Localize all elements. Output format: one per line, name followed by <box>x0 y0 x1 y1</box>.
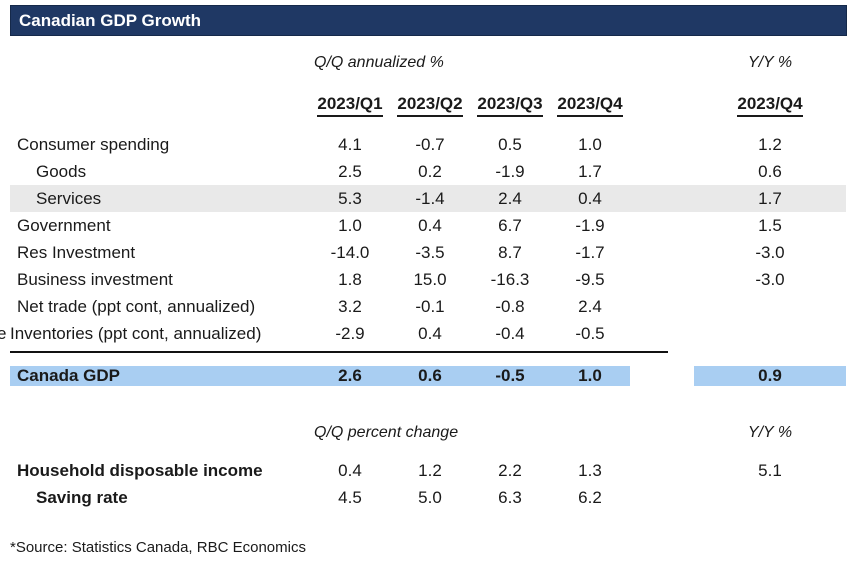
table-row-res-investment: Res Investment -14.0 -3.5 8.7 -1.7 -3.0 <box>10 239 846 266</box>
cell: -3.5 <box>415 242 445 262</box>
cell-yy: 0.9 <box>694 366 846 386</box>
row-label: Net trade (ppt cont, annualized) <box>17 296 256 316</box>
group-header-yy: Y/Y % <box>747 54 793 71</box>
source-note: *Source: Statistics Canada, RBC Economic… <box>10 539 306 556</box>
cell: -1.9 <box>575 215 605 235</box>
cell: -9.5 <box>575 269 605 289</box>
cell: 2.5 <box>338 161 362 181</box>
cell: 4.5 <box>338 487 362 507</box>
row-label: e Inventories (ppt cont, annualized) <box>0 324 310 344</box>
table-row-services: Services 5.3 -1.4 2.4 0.4 1.7 <box>10 185 846 212</box>
table-row-business-investment: Business investment 1.8 15.0 -16.3 -9.5 … <box>10 266 846 293</box>
cell: 6.7 <box>498 215 522 235</box>
table-row-canada-gdp-total: Canada GDP 2.6 0.6 -0.5 1.0 0.9 <box>10 353 846 399</box>
table-row-government: Government 1.0 0.4 6.7 -1.9 1.5 <box>10 212 846 239</box>
table-body: Consumer spending 4.1 -0.7 0.5 1.0 1.2 G… <box>0 131 865 347</box>
cell: 0.5 <box>498 134 522 154</box>
cell: 0.4 <box>338 460 362 480</box>
table-row-household-disposable-income: Household disposable income 0.4 1.2 2.2 … <box>10 457 846 484</box>
cell: 1.8 <box>338 269 362 289</box>
group-header-row-2: Q/Q percent change Y/Y % <box>10 423 846 443</box>
cell: 8.7 <box>498 242 522 262</box>
table-body-2: Household disposable income 0.4 1.2 2.2 … <box>10 457 865 511</box>
row-label: Household disposable income <box>17 460 263 480</box>
cell: -16.3 <box>490 269 530 289</box>
cell-yy: -3.0 <box>755 242 785 262</box>
cell: 1.0 <box>550 366 630 386</box>
cell: -1.4 <box>415 188 445 208</box>
cell: 1.2 <box>418 460 442 480</box>
cell: 1.7 <box>578 161 602 181</box>
group-header-yy-2: Y/Y % <box>747 424 793 441</box>
cell: 6.3 <box>498 487 522 507</box>
column-header-row: 2023/Q1 2023/Q2 2023/Q3 2023/Q4 2023/Q4 <box>10 91 846 117</box>
cell: 5.3 <box>338 188 362 208</box>
group-header-qq-annualized: Q/Q annualized % <box>314 54 444 71</box>
cell-yy: 1.2 <box>758 134 782 154</box>
cell: 0.2 <box>418 161 442 181</box>
cell: -0.5 <box>575 323 605 343</box>
table-row-inventories: e Inventories (ppt cont, annualized) -2.… <box>0 320 846 347</box>
cell: 5.0 <box>418 487 442 507</box>
column-header-q1: 2023/Q1 <box>310 94 390 117</box>
cell: 0.6 <box>390 366 470 386</box>
cell: 0.4 <box>418 323 442 343</box>
table-title-bar: Canadian GDP Growth <box>10 5 847 36</box>
cell: 0.4 <box>578 188 602 208</box>
cell: 2.4 <box>578 296 602 316</box>
cell-yy: -3.0 <box>755 269 785 289</box>
table-row-goods: Goods 2.5 0.2 -1.9 1.7 0.6 <box>10 158 846 185</box>
cell: -1.7 <box>575 242 605 262</box>
table-row-net-trade: Net trade (ppt cont, annualized) 3.2 -0.… <box>10 293 846 320</box>
group-header-qq-percent: Q/Q percent change <box>314 424 459 441</box>
row-label: Services <box>36 188 102 208</box>
cell-yy: 0.6 <box>758 161 782 181</box>
cell: 1.0 <box>578 134 602 154</box>
row-label: Business investment <box>17 269 173 289</box>
row-label: Goods <box>36 161 87 181</box>
cell: 2.6 <box>310 366 390 386</box>
row-label: Consumer spending <box>17 134 170 154</box>
column-header-yy-q4: 2023/Q4 <box>694 94 846 117</box>
row-label: Canada GDP <box>10 366 310 386</box>
total-divider-line <box>10 351 668 353</box>
cell: 4.1 <box>338 134 362 154</box>
cell: -2.9 <box>335 323 365 343</box>
row-label: Government <box>17 215 111 235</box>
row-label: Saving rate <box>36 487 128 507</box>
cell: -0.5 <box>470 366 550 386</box>
row-label: Res Investment <box>17 242 136 262</box>
cell: 1.0 <box>338 215 362 235</box>
cell: -1.9 <box>495 161 525 181</box>
cell: -0.1 <box>415 296 445 316</box>
cell-yy: 1.7 <box>758 188 782 208</box>
group-header-row: Q/Q annualized % Y/Y % <box>10 53 846 73</box>
cell-yy: 5.1 <box>758 460 782 480</box>
cell: 2.2 <box>498 460 522 480</box>
table-row-consumer-spending: Consumer spending 4.1 -0.7 0.5 1.0 1.2 <box>10 131 846 158</box>
column-header-q3: 2023/Q3 <box>470 94 550 117</box>
cell: 6.2 <box>578 487 602 507</box>
cell: -0.8 <box>495 296 525 316</box>
cell: 15.0 <box>413 269 447 289</box>
cell: -14.0 <box>330 242 370 262</box>
table-title: Canadian GDP Growth <box>19 10 201 30</box>
cell: -0.7 <box>415 134 445 154</box>
cell: 1.3 <box>578 460 602 480</box>
cell: -0.4 <box>495 323 525 343</box>
cell: 2.4 <box>498 188 522 208</box>
clipped-text-fragment: e <box>0 323 7 343</box>
cell-yy: 1.5 <box>758 215 782 235</box>
cell: 3.2 <box>338 296 362 316</box>
table-row-saving-rate: Saving rate 4.5 5.0 6.3 6.2 <box>10 484 846 511</box>
column-header-q4: 2023/Q4 <box>550 94 630 117</box>
cell: 0.4 <box>418 215 442 235</box>
column-header-q2: 2023/Q2 <box>390 94 470 117</box>
